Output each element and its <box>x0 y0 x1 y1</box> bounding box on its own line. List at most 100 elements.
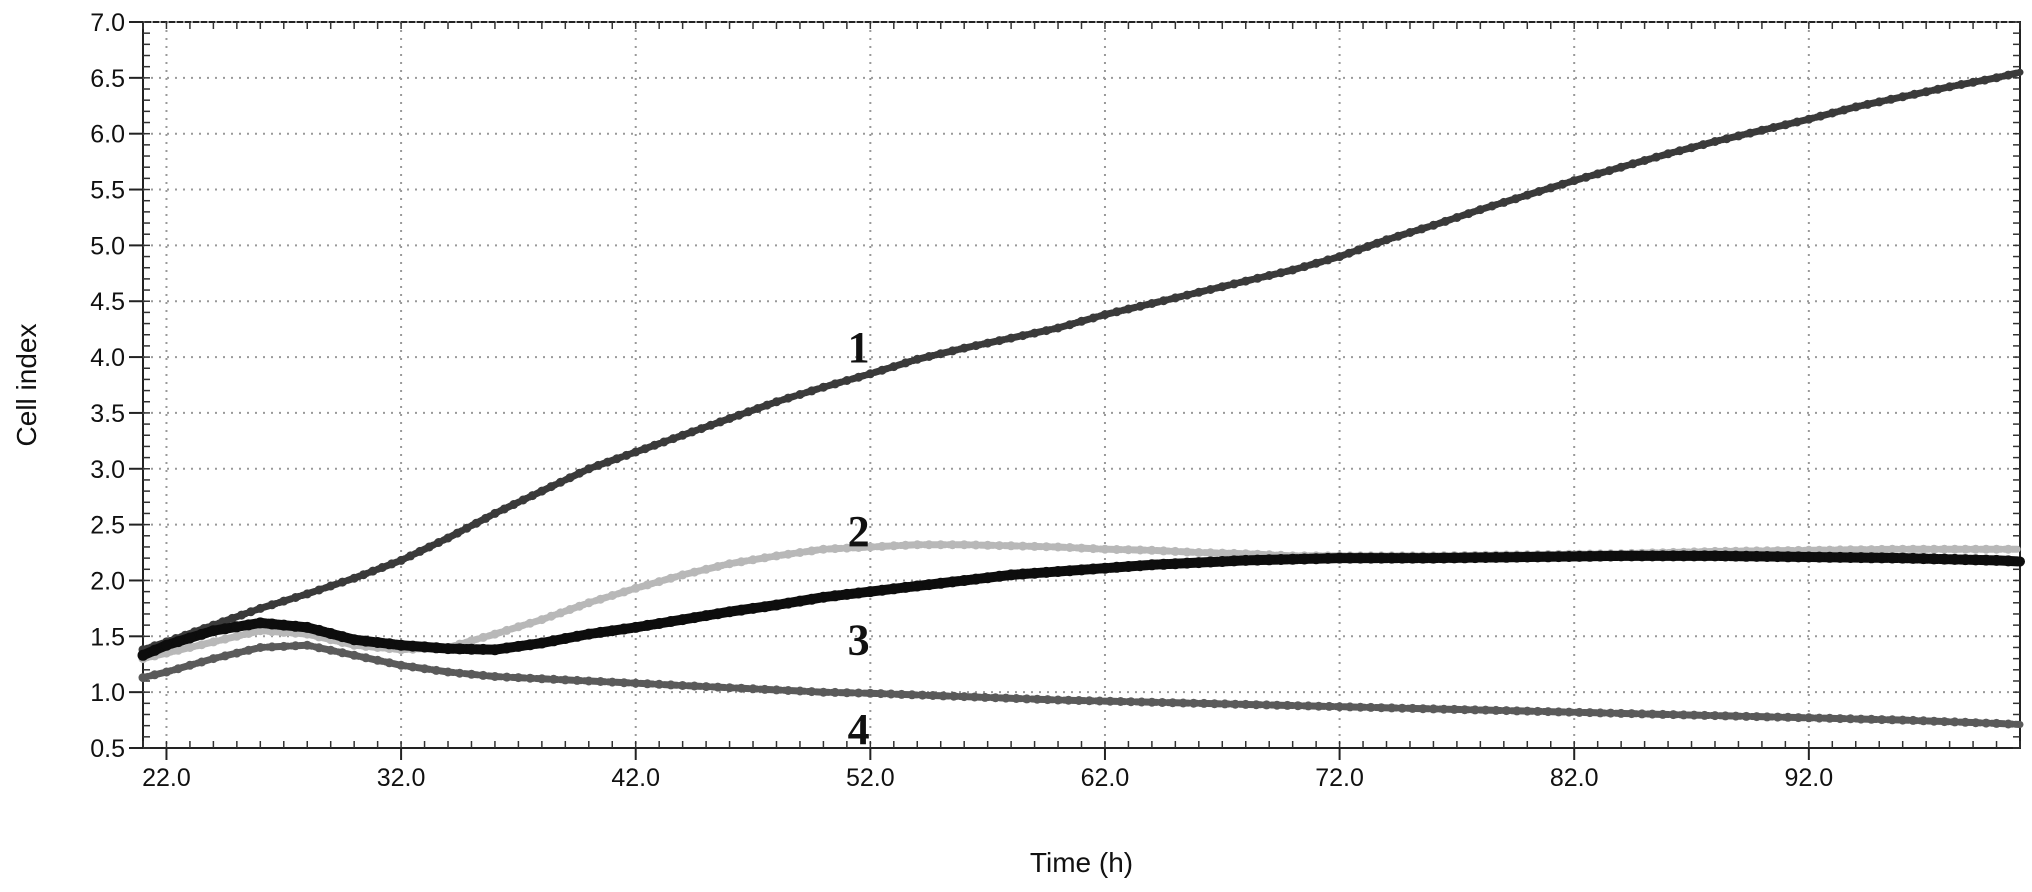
series-4-point <box>959 692 969 702</box>
series-1-tag: 1 <box>848 323 870 372</box>
series-1-point <box>1475 205 1485 215</box>
series-2-point <box>1950 544 1960 554</box>
series-1-point <box>678 430 688 440</box>
series-2-point <box>596 594 605 604</box>
series-3-point <box>677 614 689 626</box>
series-4-point <box>1720 711 1730 721</box>
series-2-point <box>220 634 230 644</box>
series-3-point <box>1845 552 1856 563</box>
series-3-point <box>512 640 524 652</box>
series-4-point <box>1220 699 1230 709</box>
series-3-point <box>1087 563 1099 575</box>
series-1-point <box>1276 268 1286 278</box>
series-1-point <box>528 491 537 501</box>
series-4-point <box>455 668 465 678</box>
series-1-point <box>291 593 300 602</box>
series-4-point <box>1449 704 1459 714</box>
series-4-point <box>220 651 230 661</box>
series-2-point <box>865 542 875 552</box>
series-tags: 1 2 3 4 <box>848 323 870 754</box>
series-1-point <box>959 343 969 353</box>
series-4-point <box>232 648 242 658</box>
series-3-point <box>1029 567 1041 579</box>
series-2-point <box>546 611 556 621</box>
series-4-point <box>783 686 793 695</box>
series-1-point <box>337 577 347 587</box>
series-1-point <box>1874 97 1884 107</box>
series-2-point <box>537 615 547 625</box>
series-1-point <box>1112 307 1122 317</box>
y-tick-label: 2.0 <box>90 567 125 595</box>
series-4-point <box>1189 698 1199 708</box>
series-4-point <box>255 643 265 652</box>
series-1-point <box>368 566 378 576</box>
series-4-tag: 4 <box>848 705 870 754</box>
series-4-point <box>918 690 927 700</box>
series-3-point <box>1490 551 1502 563</box>
series-4-point <box>1960 717 1970 727</box>
series-1-point <box>302 589 312 599</box>
series-4-point <box>1846 714 1855 724</box>
y-tick-label: 5.0 <box>90 232 125 260</box>
x-tick-label: 42.0 <box>611 764 660 792</box>
series-3-point <box>1158 558 1170 570</box>
series-4-point <box>713 682 723 692</box>
series-1-point <box>314 585 324 595</box>
series-3-point <box>1824 551 1836 563</box>
series-3-point <box>747 602 759 614</box>
x-axis-title: Time (h) <box>1030 847 1133 878</box>
series-3-point <box>1396 552 1408 564</box>
series-2-point <box>467 636 476 646</box>
series-3-point <box>1344 552 1356 564</box>
series-1-point <box>1417 224 1427 234</box>
series-4-point <box>1668 710 1678 720</box>
series-4-point <box>876 689 886 699</box>
series-1-point <box>889 362 899 372</box>
series-2-point <box>1206 548 1215 558</box>
series-4-point <box>1230 699 1240 709</box>
series-4-point <box>1992 718 2001 728</box>
series-3-point <box>466 643 477 655</box>
series-2-point <box>924 540 934 550</box>
series-3-point <box>477 643 489 655</box>
series-1-point <box>1769 123 1779 132</box>
series-2-point <box>574 601 584 611</box>
series-3-point <box>243 619 255 631</box>
series-4-point <box>907 690 917 700</box>
series-3-point <box>595 626 606 638</box>
series-2-point <box>1846 545 1855 555</box>
series-3-point <box>1438 552 1450 564</box>
y-tick-label: 7.0 <box>90 9 125 37</box>
series-3-point <box>1193 557 1205 569</box>
series-2-point <box>1170 546 1180 556</box>
series-3-point <box>1228 555 1240 567</box>
series-3-point <box>301 621 313 633</box>
series-1-point <box>772 397 781 407</box>
series-3-point <box>1386 552 1398 564</box>
series-3-point <box>771 599 782 611</box>
series-3-point <box>794 595 806 607</box>
series-2-point <box>1077 543 1086 553</box>
series-3-point <box>254 617 266 629</box>
series-4-point <box>1939 717 1949 727</box>
series-4-point <box>1064 695 1073 705</box>
series-3-point <box>1427 552 1439 564</box>
series-3-point <box>1354 552 1366 564</box>
series-2-point <box>267 627 277 637</box>
series-1-point <box>901 358 910 368</box>
series-1-point <box>1992 73 2001 83</box>
series-3-point <box>1375 552 1387 564</box>
y-tick-label: 2.5 <box>90 512 125 540</box>
series-4-point <box>736 683 746 693</box>
series-1-point <box>481 513 491 523</box>
series-2-point <box>478 632 488 642</box>
series-4-point <box>1825 713 1835 723</box>
series-3-point <box>1240 554 1252 566</box>
series-1-point <box>1088 313 1098 323</box>
series-1-point <box>706 420 716 430</box>
series-2-point <box>1135 545 1145 555</box>
series-2-point <box>1981 544 1991 554</box>
series-1-point <box>715 417 725 427</box>
series-3-point <box>1252 554 1263 566</box>
series-4-point <box>314 643 324 653</box>
